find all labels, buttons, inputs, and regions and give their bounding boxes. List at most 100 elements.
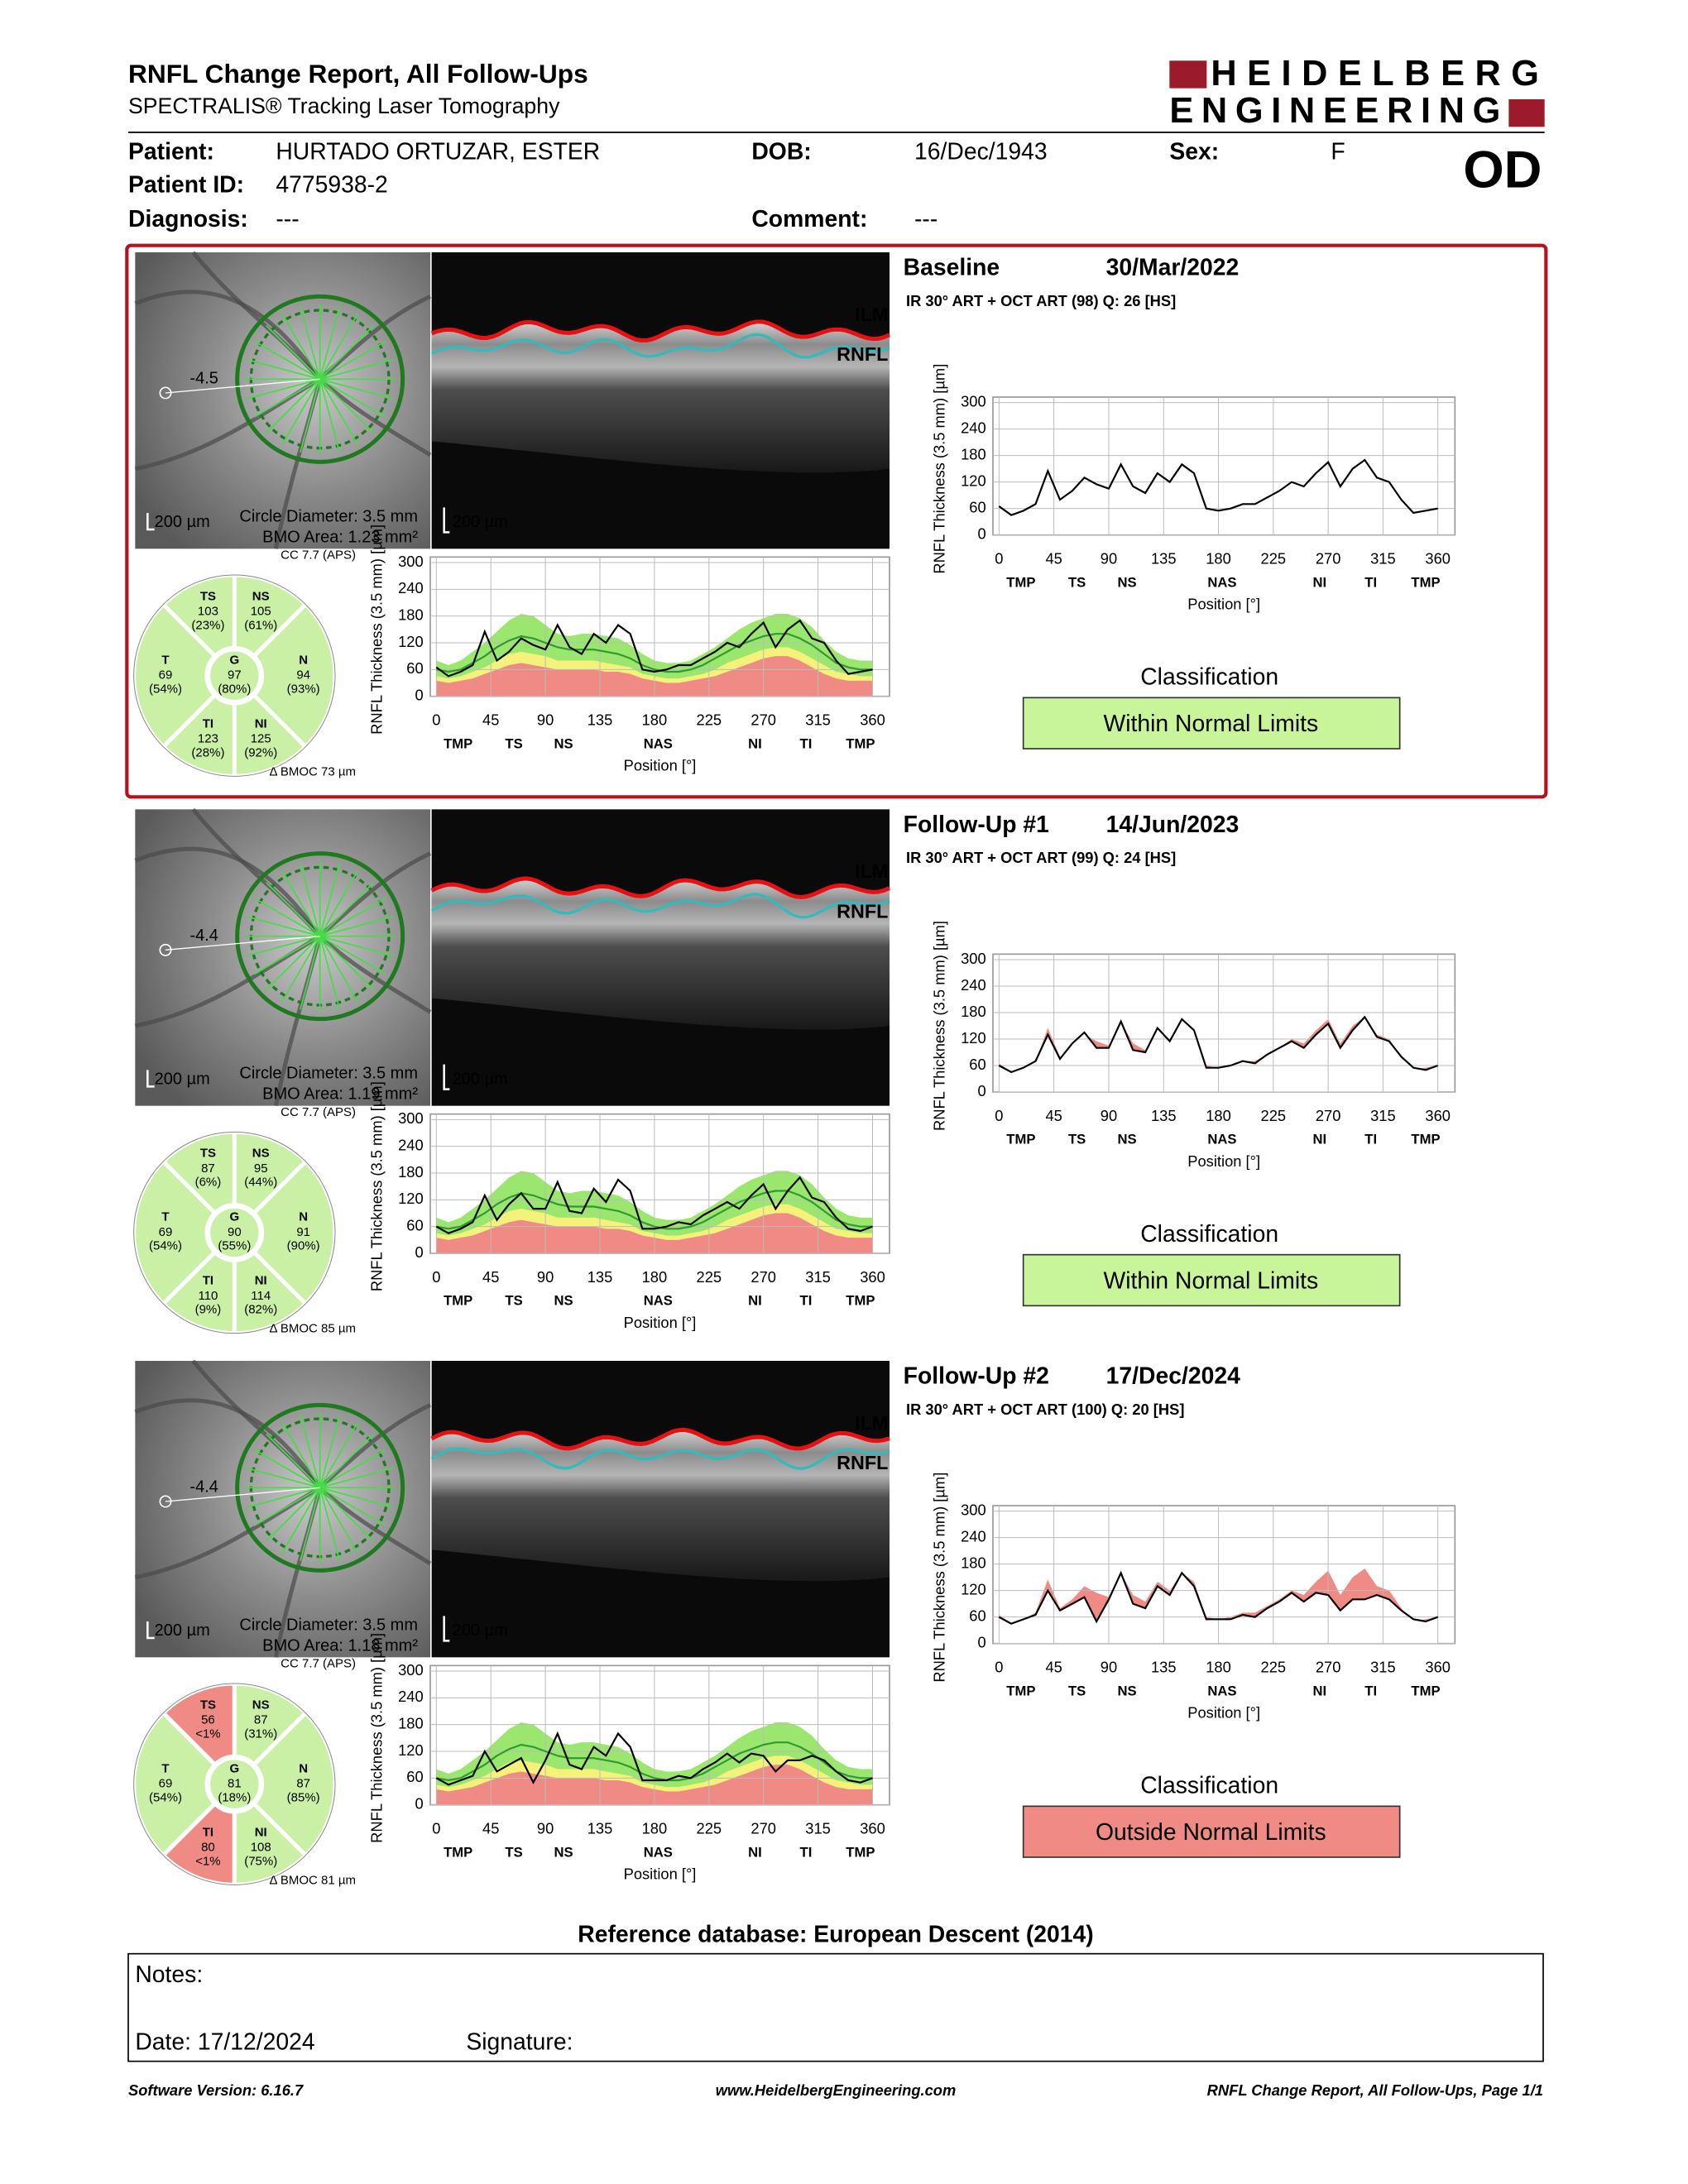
scan-spoke	[319, 313, 359, 380]
classification: Within Normal Limits	[1103, 711, 1318, 737]
vessel	[134, 1398, 322, 1489]
region-label: TMP	[1006, 574, 1035, 590]
x-tick-label: 45	[482, 1820, 499, 1837]
region-label: NI	[1312, 1132, 1326, 1147]
exam-panel: -4.4 200 µm Circle Diameter: 3.5 mm BMO Are…	[132, 1359, 1456, 1887]
sector-value: 87	[296, 1777, 310, 1791]
scan-spoke	[281, 378, 321, 446]
sector-name: NS	[252, 1147, 270, 1161]
offset-line	[165, 378, 320, 394]
x-tick-label: 270	[1316, 1659, 1341, 1676]
sector-value: 87	[254, 1713, 268, 1727]
y-tick-label: 180	[398, 1163, 424, 1181]
scale-bar	[443, 1616, 450, 1642]
x-tick-label: 180	[642, 1268, 668, 1286]
scan-spoke	[266, 324, 321, 380]
sector-percentile: (9%)	[195, 1303, 222, 1317]
y-tick-label: 300	[398, 1661, 424, 1679]
bmoc-label: Δ BMOC 85 µm	[269, 1322, 356, 1336]
scan-spoke	[266, 936, 321, 991]
x-tick-label: 90	[1101, 1107, 1117, 1124]
sector-name: NS	[252, 589, 270, 603]
scan-spoke	[319, 378, 359, 446]
scan-spoke	[319, 1487, 394, 1508]
vessel	[319, 1403, 432, 1490]
vessel	[134, 290, 322, 381]
rnfl-line	[430, 333, 890, 359]
scan-spoke	[319, 378, 394, 400]
y-tick-label: 0	[415, 1243, 423, 1261]
x-tick-label: 0	[432, 1820, 440, 1837]
reference-db: Reference database: European Descent (20…	[578, 1921, 1093, 1947]
y-tick-label: 60	[406, 1217, 423, 1234]
cc-label: CC 7.7 (APS)	[281, 1657, 356, 1671]
y-tick-label: 300	[961, 393, 986, 410]
x-tick-label: 225	[1261, 1107, 1287, 1124]
y-tick-label: 0	[977, 1082, 985, 1099]
x-tick-label: 0	[432, 711, 440, 729]
x-tick-label: 270	[1316, 550, 1341, 568]
retina	[431, 878, 890, 1030]
scale-bar	[146, 1621, 155, 1640]
x-tick-label: 315	[805, 711, 831, 729]
sector-value: 80	[201, 1841, 215, 1855]
y-tick-label: 120	[961, 1029, 986, 1046]
y-tick-label: 300	[961, 1502, 986, 1519]
logo-block	[1508, 99, 1545, 127]
x-tick-label: 90	[1101, 1659, 1117, 1676]
classification: Within Normal Limits	[1103, 1267, 1318, 1294]
rnfl-line	[430, 1447, 890, 1470]
sector-value: 95	[254, 1161, 268, 1176]
x-tick-label: 180	[642, 711, 668, 729]
y-tick-label: 120	[398, 1190, 424, 1207]
field-label: Sex:	[1169, 138, 1219, 165]
sector-name: TS	[200, 1698, 216, 1712]
y-axis-label: RNFL Thickness (3.5 mm) [µm]	[368, 524, 386, 735]
classification-title: Classification	[1140, 1772, 1278, 1798]
region-label: TI	[1364, 574, 1377, 590]
x-tick-label: 135	[1151, 1659, 1177, 1676]
scan-spoke	[319, 869, 359, 937]
scan-spoke	[319, 936, 375, 991]
sector-value: 69	[159, 1777, 173, 1791]
scan-spoke	[246, 1487, 320, 1508]
exam-date: 14/Jun/2023	[1106, 812, 1240, 838]
bmo-area: BMO Area: 1.18 mm²	[262, 1636, 418, 1655]
ilm-label: ILM	[855, 1412, 888, 1434]
rnfl-line	[998, 1015, 1439, 1074]
x-tick-label: 135	[587, 711, 613, 729]
region-label: NAS	[1207, 1132, 1236, 1147]
y-tick-label: 300	[398, 553, 424, 570]
sector-percentile: (80%)	[218, 682, 251, 696]
sector-percentile: (54%)	[149, 1790, 182, 1804]
exam-panel: -4.4 200 µm Circle Diameter: 3.5 mm BMO Are…	[132, 807, 1456, 1336]
scan-spoke	[266, 1433, 321, 1488]
region-label: TI	[1364, 1132, 1377, 1147]
region-label: NS	[1117, 1132, 1136, 1147]
circle-diameter: Circle Diameter: 3.5 mm	[239, 1616, 418, 1634]
field-label: Comment:	[751, 206, 867, 232]
sector-value: 103	[198, 605, 218, 619]
x-tick-label: 0	[995, 1659, 1003, 1676]
region-label: NI	[748, 1844, 762, 1860]
offset-line	[165, 936, 320, 951]
scan-spoke	[319, 324, 375, 380]
scan-spoke	[246, 378, 320, 400]
field-label: Patient ID:	[128, 171, 244, 198]
region-label: TMP	[846, 735, 875, 751]
sector-name: T	[161, 653, 169, 667]
y-tick-label: 0	[415, 687, 423, 704]
sector-percentile: (18%)	[218, 1790, 251, 1804]
y-axis-label: RNFL Thickness (3.5 mm) [µm]	[368, 1081, 386, 1291]
field-label: DOB:	[751, 138, 811, 165]
region-label: TS	[1068, 1132, 1086, 1147]
y-tick-label: 60	[406, 1768, 423, 1785]
sector-percentile: (23%)	[191, 618, 224, 632]
y-tick-label: 180	[961, 1554, 986, 1572]
x-axis-label: Position [°]	[624, 1866, 697, 1883]
x-tick-label: 90	[537, 1268, 554, 1286]
cc-label: CC 7.7 (APS)	[281, 1105, 356, 1119]
sector-name: NI	[255, 1274, 267, 1288]
sector-value: 97	[228, 668, 242, 682]
scan-spoke	[246, 358, 320, 381]
